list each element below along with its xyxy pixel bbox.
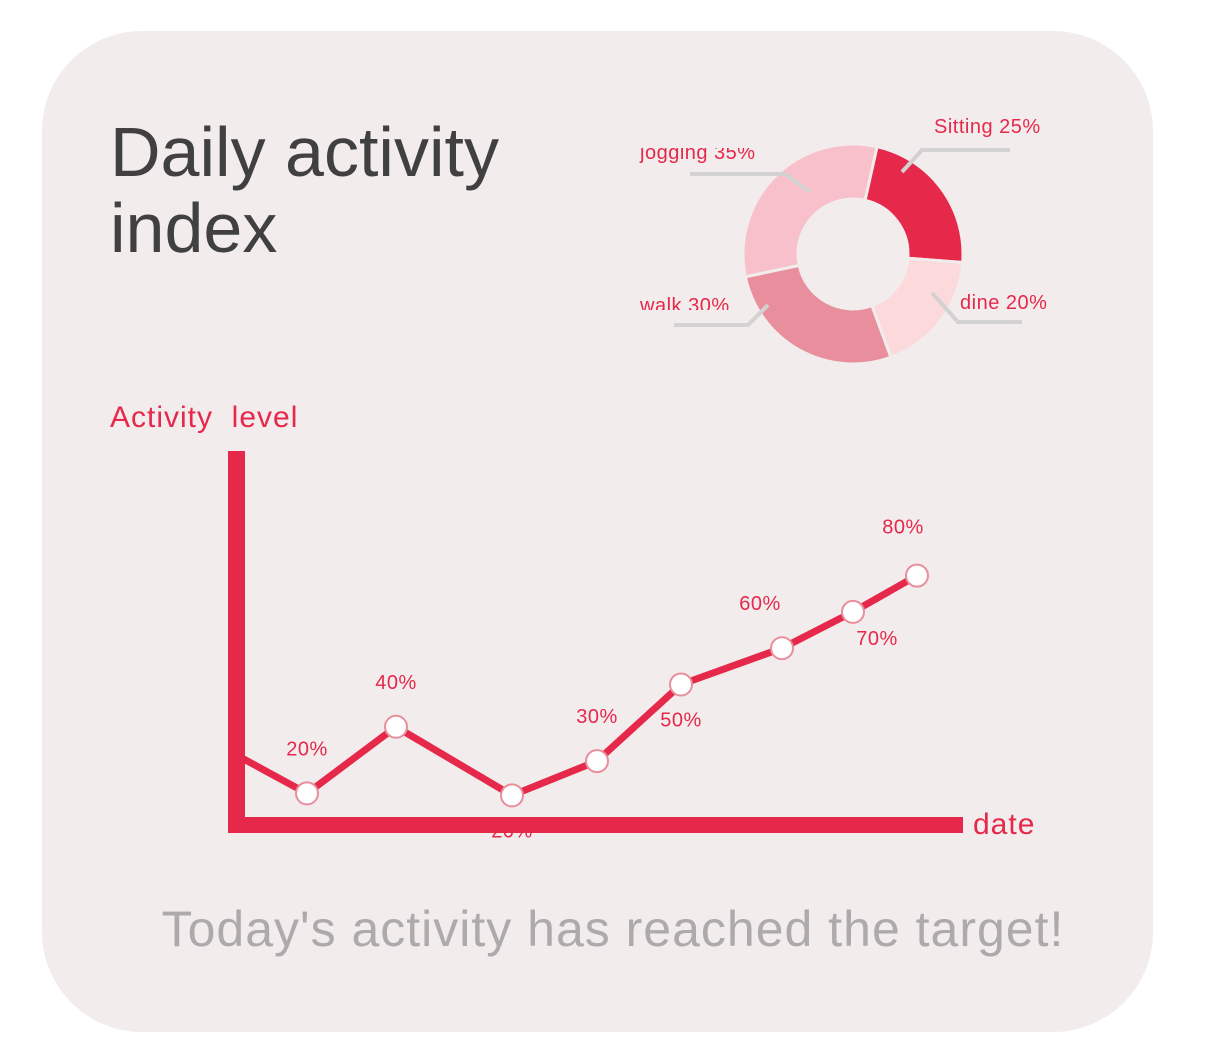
donut-label-sitting: Sitting 25%: [934, 116, 1041, 138]
activity-series-line: [238, 572, 919, 799]
x-axis: [228, 817, 963, 833]
donut-leader-dine: [930, 291, 1022, 324]
data-point-label: 30%: [576, 706, 618, 728]
data-point-marker: [295, 781, 319, 806]
donut-slice-jogging: [741, 142, 879, 279]
donut-slice-sitting: [863, 144, 965, 265]
y-axis: [228, 451, 245, 833]
data-point-marker: [585, 749, 609, 774]
donut-label-dine: dine 20%: [960, 292, 1047, 314]
data-point-marker: [384, 714, 408, 739]
data-point-marker: [770, 636, 794, 661]
data-point-label: 40%: [375, 672, 417, 694]
status-message: Today's activity has reached the target!: [161, 901, 1065, 957]
donut-label-jogging: jogging 35%: [639, 142, 756, 164]
data-point-marker: [500, 783, 524, 808]
donut-leader-walk: [674, 303, 770, 327]
x-axis-label: date: [973, 808, 1035, 841]
donut-leader-sitting: [900, 148, 1010, 174]
data-point-label: 50%: [660, 710, 702, 732]
activity-card: [42, 31, 1153, 1032]
y-axis-label: Activity level: [110, 401, 298, 434]
donut-leader-jogging: [690, 172, 812, 194]
data-point-marker: [669, 672, 693, 697]
activity-donut-chart: Sitting 25% dine 20% walk 30% jogging 35…: [639, 116, 1047, 366]
page-title: Daily activity index: [110, 114, 570, 266]
data-point-marker: [905, 563, 929, 588]
data-point-marker: [841, 599, 865, 624]
data-point-label: 20%: [286, 738, 328, 760]
data-point-label: 80%: [882, 517, 924, 539]
title-line-2: index: [110, 189, 278, 267]
donut-label-walk: walk 30%: [639, 295, 730, 317]
donut-slice-walk: [743, 263, 893, 366]
data-point-label: 70%: [856, 628, 898, 650]
data-point-label: 20%: [491, 820, 533, 842]
activity-line-chart: Activity level date 20% 40% 20% 30% 50% 60% 70…: [110, 401, 1035, 842]
data-point-label: 60%: [739, 593, 781, 615]
title-line-1: Daily activity: [110, 113, 499, 191]
